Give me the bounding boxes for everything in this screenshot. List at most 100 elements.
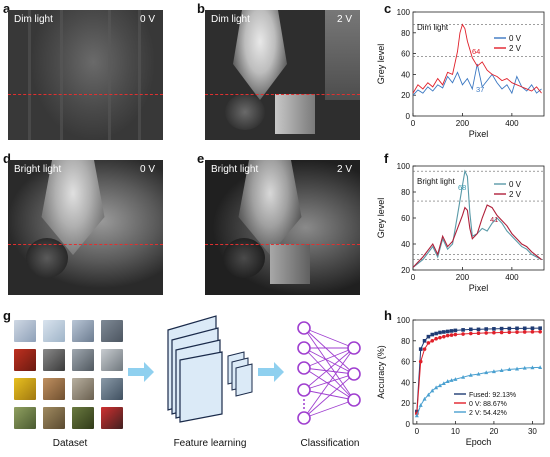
photo-voltage: 2 V [336,14,352,25]
dataset-grid [14,320,126,432]
panel-label-a: a [3,1,11,16]
data-point [453,377,458,381]
data-point [530,365,535,370]
data-point [445,333,450,338]
legend-label: 2 V [509,44,522,53]
series-line [412,204,542,268]
feature-learning-caption: Feature learning [173,438,247,449]
data-point [461,328,465,332]
dataset-thumbnail [101,378,123,400]
grey-level-chart-dim: 0 20 40 60 80 100 0 200 400 Pixel Grey level Dim li… [376,8,545,139]
data-point [426,334,431,339]
data-point [476,327,481,332]
y-tick-label: 60 [401,214,410,223]
x-tick-label: 200 [456,273,470,282]
series-line [412,23,542,94]
classification-caption: Classification [300,438,360,449]
data-point [484,331,489,335]
photo-caption: Bright light [211,164,259,175]
data-point [484,327,489,331]
data-point [476,331,481,336]
data-point [538,329,542,334]
data-point [507,326,512,331]
annotation-value: 41 [490,215,498,224]
data-point [476,371,481,376]
y-tick-label: 0 [406,420,411,429]
data-point [449,378,454,382]
annotation-value: 68 [458,183,466,192]
data-point [422,347,427,351]
photo-caption: Dim light [211,14,250,25]
y-tick-label: 0 [406,112,411,121]
y-axis-label: Grey level [376,198,386,239]
data-point [426,341,431,345]
data-point [468,327,473,332]
data-point [418,403,423,407]
data-point [461,375,466,379]
legend-label: 0 V [509,34,522,43]
data-point [437,383,442,388]
data-point [445,329,450,334]
data-point [438,335,442,340]
y-tick-label: 20 [401,266,410,275]
arrow-icon [258,362,284,382]
chart-annotation-title: Dim light [417,23,449,32]
y-tick-label: 40 [401,70,410,79]
data-point [453,328,458,333]
series-line [412,63,542,96]
data-point [515,326,519,331]
dataset-thumbnail [72,407,94,429]
photo-caption: Dim light [14,14,53,25]
accuracy-chart: 0 20 40 60 80 100 0 10 20 30 Epoch Accuracy (%) Fuse… [376,316,545,447]
legend-label: Fused: 92.13% [469,392,516,399]
legend-label: 2 V [509,190,522,199]
grey-level-chart-bright: 20 40 60 80 100 0 200 400 Pixel Grey level Bright … [376,162,545,293]
data-point [453,332,458,337]
dataset-thumbnail [101,407,123,429]
photo-voltage: 0 V [139,14,155,25]
y-tick-label: 80 [401,337,410,346]
legend-label: 0 V: 88.67% [469,401,507,408]
data-point [430,339,435,343]
neural-network-diagram [297,321,361,425]
dataset-caption: Dataset [52,438,88,449]
data-point [499,326,504,331]
x-axis-label: Pixel [469,283,489,293]
dataset-thumbnail [14,378,36,400]
x-axis-label: Pixel [469,129,489,139]
data-point [538,365,543,370]
data-point [492,330,496,335]
dataset-thumbnail [43,407,65,429]
dataset-thumbnail [72,349,94,371]
panel-label-f: f [384,151,389,166]
legend-label: 2 V: 54.42% [469,410,507,417]
plot-frame [412,319,545,425]
photo-voltage: 2 V [336,164,352,175]
x-tick-label: 400 [505,119,519,128]
data-point [442,330,446,334]
x-tick-label: 0 [415,427,420,436]
x-tick-label: 400 [505,273,519,282]
y-axis-label: Accuracy (%) [376,345,386,399]
data-point [422,396,427,401]
x-axis-label: Epoch [466,437,492,447]
dataset-thumbnail [43,349,65,371]
panel-label-d: d [3,151,11,166]
panel-label-b: b [197,1,205,16]
y-tick-label: 100 [397,8,411,17]
data-point [461,332,465,336]
y-tick-label: 80 [401,29,410,38]
data-point [418,347,423,351]
data-point [442,334,446,339]
data-point [499,330,504,335]
y-tick-label: 100 [397,316,411,325]
data-point [434,336,438,341]
dataset-thumbnail [72,378,94,400]
data-point [430,388,435,393]
dataset-thumbnail [101,320,123,342]
annotation-value: 64 [472,47,480,56]
photo-caption: Bright light [14,164,62,175]
x-tick-label: 0 [411,119,416,128]
chart-annotation-title: Bright light [417,177,456,186]
data-point [492,327,496,331]
